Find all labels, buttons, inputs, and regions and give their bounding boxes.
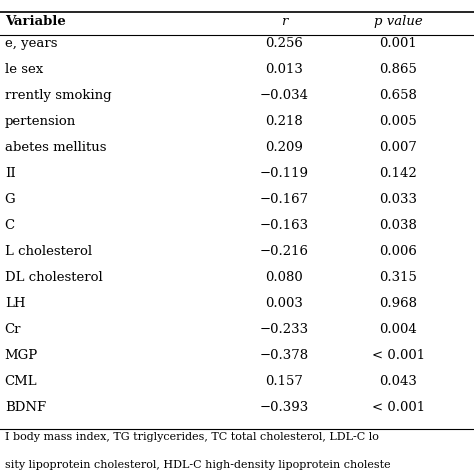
Text: 0.004: 0.004 bbox=[379, 323, 417, 336]
Text: L cholesterol: L cholesterol bbox=[5, 245, 92, 258]
Text: 0.157: 0.157 bbox=[265, 375, 303, 388]
Text: 0.209: 0.209 bbox=[265, 141, 303, 154]
Text: 0.013: 0.013 bbox=[265, 63, 303, 76]
Text: −0.393: −0.393 bbox=[260, 401, 309, 414]
Text: 0.003: 0.003 bbox=[265, 297, 303, 310]
Text: 0.218: 0.218 bbox=[265, 115, 303, 128]
Text: G: G bbox=[5, 193, 15, 206]
Text: 0.001: 0.001 bbox=[379, 37, 417, 50]
Text: MGP: MGP bbox=[5, 349, 38, 362]
Text: pertension: pertension bbox=[5, 115, 76, 128]
Text: 0.315: 0.315 bbox=[379, 271, 417, 284]
Text: abetes mellitus: abetes mellitus bbox=[5, 141, 106, 154]
Text: C: C bbox=[5, 219, 15, 232]
Text: −0.216: −0.216 bbox=[260, 245, 309, 258]
Text: −0.163: −0.163 bbox=[260, 219, 309, 232]
Text: r: r bbox=[281, 15, 288, 28]
Text: LH: LH bbox=[5, 297, 25, 310]
Text: < 0.001: < 0.001 bbox=[372, 349, 425, 362]
Text: rrently smoking: rrently smoking bbox=[5, 89, 111, 102]
Text: 0.968: 0.968 bbox=[379, 297, 417, 310]
Text: Cr: Cr bbox=[5, 323, 21, 336]
Text: le sex: le sex bbox=[5, 63, 43, 76]
Text: 0.005: 0.005 bbox=[379, 115, 417, 128]
Text: −0.034: −0.034 bbox=[260, 89, 309, 102]
Text: 0.043: 0.043 bbox=[379, 375, 417, 388]
Text: DL cholesterol: DL cholesterol bbox=[5, 271, 102, 284]
Text: Variable: Variable bbox=[5, 15, 65, 28]
Text: −0.119: −0.119 bbox=[260, 167, 309, 180]
Text: CML: CML bbox=[5, 375, 37, 388]
Text: p value: p value bbox=[374, 15, 422, 28]
Text: 0.006: 0.006 bbox=[379, 245, 417, 258]
Text: 0.658: 0.658 bbox=[379, 89, 417, 102]
Text: I body mass index, TG triglycerides, TC total cholesterol, LDL-C lo: I body mass index, TG triglycerides, TC … bbox=[5, 432, 379, 442]
Text: II: II bbox=[5, 167, 16, 180]
Text: sity lipoprotein cholesterol, HDL-C high-density lipoprotein choleste: sity lipoprotein cholesterol, HDL-C high… bbox=[5, 460, 391, 470]
Text: −0.233: −0.233 bbox=[260, 323, 309, 336]
Text: 0.007: 0.007 bbox=[379, 141, 417, 154]
Text: 0.038: 0.038 bbox=[379, 219, 417, 232]
Text: −0.167: −0.167 bbox=[260, 193, 309, 206]
Text: 0.033: 0.033 bbox=[379, 193, 417, 206]
Text: < 0.001: < 0.001 bbox=[372, 401, 425, 414]
Text: 0.256: 0.256 bbox=[265, 37, 303, 50]
Text: 0.865: 0.865 bbox=[379, 63, 417, 76]
Text: e, years: e, years bbox=[5, 37, 57, 50]
Text: −0.378: −0.378 bbox=[260, 349, 309, 362]
Text: 0.080: 0.080 bbox=[265, 271, 303, 284]
Text: 0.142: 0.142 bbox=[379, 167, 417, 180]
Text: BDNF: BDNF bbox=[5, 401, 46, 414]
